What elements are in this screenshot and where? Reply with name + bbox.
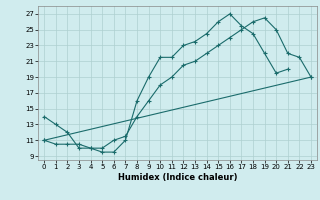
X-axis label: Humidex (Indice chaleur): Humidex (Indice chaleur) — [118, 173, 237, 182]
